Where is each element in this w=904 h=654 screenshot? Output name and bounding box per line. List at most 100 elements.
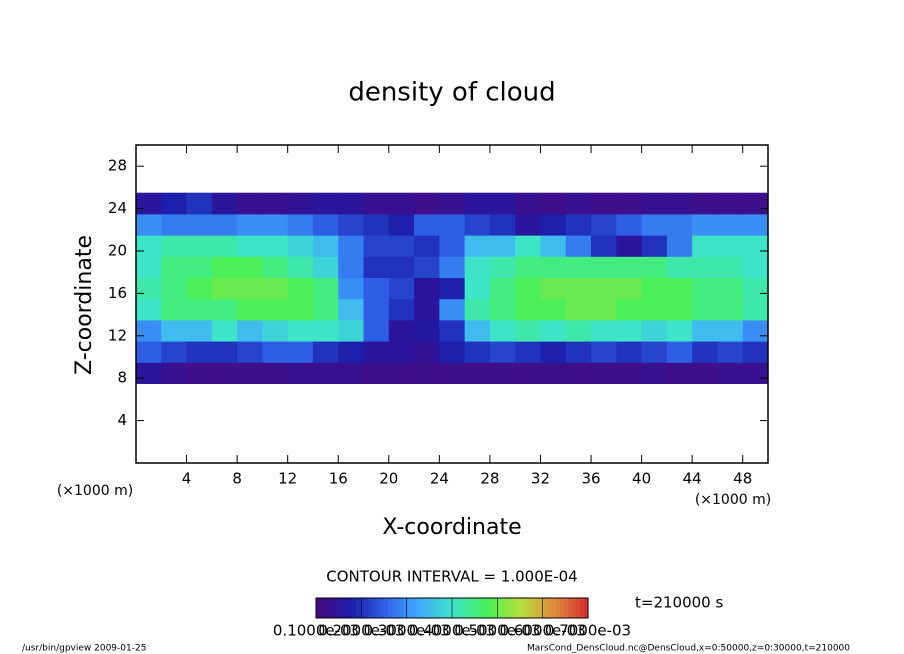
chart-title: density of cloud	[348, 78, 555, 108]
heat-cell	[312, 256, 339, 278]
heat-cell	[591, 213, 617, 236]
heat-cell	[287, 277, 314, 300]
heat-cell	[211, 235, 238, 257]
heat-cell	[540, 298, 567, 321]
heat-cell	[388, 341, 415, 363]
heat-cell	[692, 319, 718, 342]
colorbar-swatch	[460, 598, 465, 618]
x-tick-label: 40	[632, 470, 651, 488]
heat-cell	[464, 341, 491, 363]
heat-cell	[515, 319, 541, 342]
heat-cell	[363, 235, 390, 257]
y-tick-label: 20	[108, 242, 127, 260]
heat-cell	[211, 298, 238, 321]
heat-cell	[136, 319, 162, 342]
heat-cell	[237, 192, 263, 215]
heat-cell	[161, 319, 188, 342]
heat-cell	[742, 341, 769, 363]
heat-cell	[363, 298, 390, 321]
heat-cell	[489, 362, 516, 384]
heat-cell	[540, 277, 567, 300]
colorbar-swatch	[500, 598, 505, 618]
heat-cell	[515, 213, 541, 236]
x-tick-label: 44	[683, 470, 702, 488]
heat-cell	[641, 235, 668, 257]
heat-cell	[489, 256, 516, 278]
y-axis-label: Z-coordinate	[72, 235, 97, 375]
heat-cell	[742, 213, 769, 236]
colorbar-tick-label: 0.6000e-03	[500, 622, 586, 640]
y-tick-label: 12	[108, 326, 127, 344]
heat-cell	[591, 277, 617, 300]
colorbar-swatch	[368, 598, 373, 618]
colorbar-swatch	[324, 598, 329, 618]
colorbar-swatch	[516, 598, 521, 618]
colorbar-swatch	[464, 598, 469, 618]
colorbar-swatch	[340, 598, 345, 618]
heat-cell	[641, 319, 668, 342]
x-tick-label: 24	[430, 470, 449, 488]
heat-cell	[161, 213, 188, 236]
heat-cell	[262, 319, 289, 342]
heat-cell	[515, 341, 541, 363]
heat-cell	[262, 213, 289, 236]
heat-cell	[439, 277, 466, 300]
heat-cell	[388, 235, 415, 257]
heat-cell	[717, 256, 744, 278]
heat-cell	[692, 298, 718, 321]
colorbar-swatch	[572, 598, 577, 618]
heat-cell	[742, 319, 769, 342]
heat-cell	[742, 192, 769, 215]
heat-cell	[641, 256, 668, 278]
heat-cell	[388, 298, 415, 321]
heat-cell	[388, 277, 415, 300]
colorbar-swatch	[420, 598, 425, 618]
heat-cell	[641, 362, 668, 384]
heat-cell	[161, 298, 188, 321]
heat-cell	[742, 235, 769, 257]
colorbar-swatch	[412, 598, 417, 618]
heat-cell	[363, 341, 390, 363]
colorbar-swatch	[408, 598, 413, 618]
colorbar-swatch	[452, 598, 457, 618]
heat-cell	[237, 235, 263, 257]
heat-cell	[489, 213, 516, 236]
colorbar-swatch	[388, 598, 393, 618]
colorbar-swatch	[400, 598, 405, 618]
heat-cell	[338, 192, 365, 215]
colorbar-swatch	[428, 598, 433, 618]
heat-cell	[464, 298, 491, 321]
heat-cell	[464, 192, 491, 215]
colorbar-swatch	[424, 598, 429, 618]
heat-cell	[312, 277, 339, 300]
colorbar-swatch	[440, 598, 445, 618]
heat-cell	[312, 341, 339, 363]
colorbar-swatch	[448, 598, 453, 618]
colorbar-swatch	[352, 598, 357, 618]
heat-cell	[692, 192, 718, 215]
heat-cell	[641, 213, 668, 236]
colorbar-swatch	[320, 598, 325, 618]
heat-cell	[591, 362, 617, 384]
heat-cell	[692, 277, 718, 300]
heat-cell	[237, 319, 263, 342]
colorbar-swatch	[504, 598, 509, 618]
colorbar-swatch	[532, 598, 537, 618]
heat-cell	[692, 341, 718, 363]
heat-cell	[717, 298, 744, 321]
colorbar-swatch	[416, 598, 421, 618]
heat-cell	[489, 341, 516, 363]
heat-cell	[312, 213, 339, 236]
colorbar-tick-label: 0.5000e-03	[454, 622, 540, 640]
heat-cell	[136, 341, 162, 363]
heat-cell	[161, 277, 188, 300]
x-tick-label: 16	[329, 470, 348, 488]
colorbar-swatch	[404, 598, 409, 618]
y-tick-label: 8	[117, 369, 127, 387]
y-tick-label: 16	[108, 284, 127, 302]
heat-cell	[515, 298, 541, 321]
heat-cell	[540, 341, 567, 363]
heat-cell	[439, 256, 466, 278]
heat-cell	[414, 192, 440, 215]
